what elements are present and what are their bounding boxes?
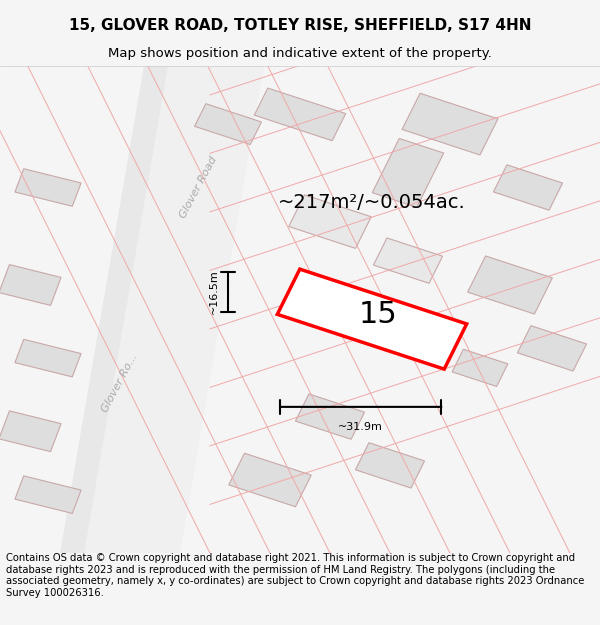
Text: 15, GLOVER ROAD, TOTLEY RISE, SHEFFIELD, S17 4HN: 15, GLOVER ROAD, TOTLEY RISE, SHEFFIELD,… — [69, 18, 531, 33]
Polygon shape — [373, 238, 443, 283]
Polygon shape — [277, 269, 467, 369]
Text: 15: 15 — [359, 300, 397, 329]
Polygon shape — [15, 476, 81, 513]
Polygon shape — [493, 165, 563, 210]
Text: ~31.9m: ~31.9m — [338, 421, 383, 431]
Text: Contains OS data © Crown copyright and database right 2021. This information is : Contains OS data © Crown copyright and d… — [6, 553, 584, 598]
Polygon shape — [194, 104, 262, 144]
Text: Glover Ro...: Glover Ro... — [100, 351, 140, 414]
Text: ~16.5m: ~16.5m — [209, 269, 219, 314]
Text: Glover Road: Glover Road — [178, 155, 218, 220]
Text: ~217m²/~0.054ac.: ~217m²/~0.054ac. — [278, 192, 466, 212]
Polygon shape — [0, 411, 61, 452]
Text: Map shows position and indicative extent of the property.: Map shows position and indicative extent… — [108, 48, 492, 60]
Polygon shape — [452, 349, 508, 386]
Polygon shape — [84, 66, 264, 553]
Polygon shape — [289, 195, 371, 248]
Polygon shape — [402, 93, 498, 155]
Polygon shape — [355, 442, 425, 488]
Polygon shape — [15, 339, 81, 377]
Polygon shape — [60, 66, 252, 553]
Polygon shape — [229, 453, 311, 507]
Polygon shape — [295, 394, 365, 439]
Polygon shape — [517, 326, 587, 371]
Polygon shape — [254, 88, 346, 141]
Polygon shape — [372, 139, 444, 208]
Polygon shape — [0, 264, 61, 306]
Polygon shape — [15, 169, 81, 206]
Polygon shape — [467, 256, 553, 314]
